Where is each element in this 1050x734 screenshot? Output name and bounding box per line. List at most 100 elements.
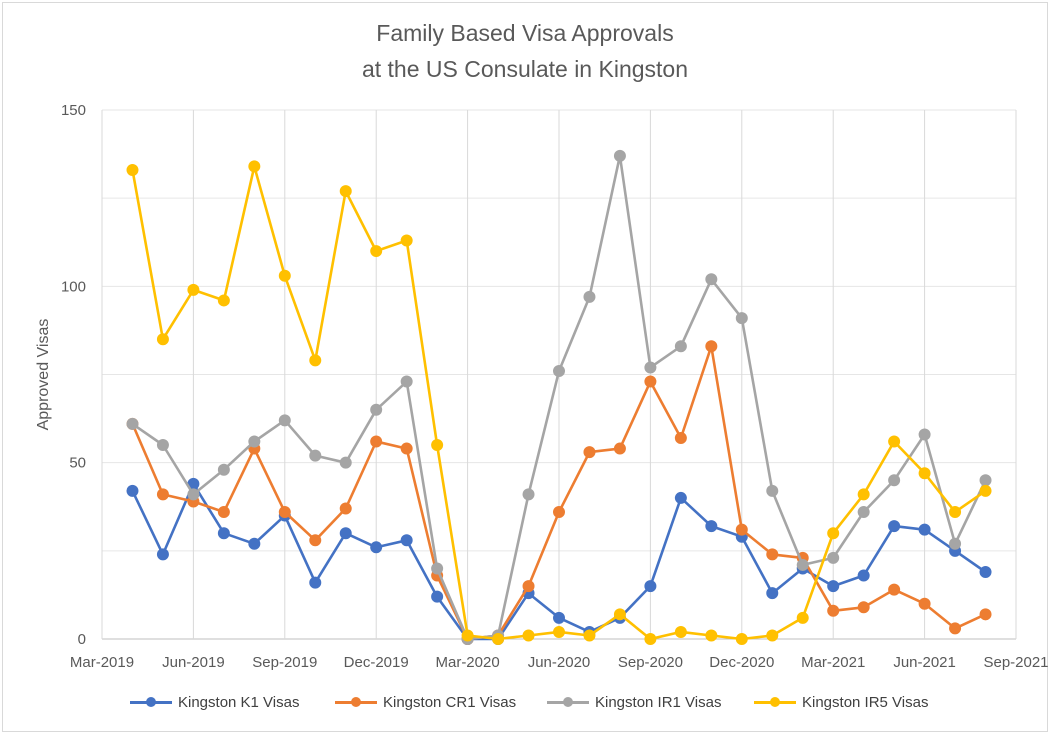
x-tick-label: Jun-2021 — [893, 654, 956, 671]
data-point-series-3 — [553, 364, 565, 377]
data-point-series-1 — [431, 590, 444, 603]
data-point-series-2 — [339, 502, 352, 515]
data-point-series-4 — [248, 160, 261, 173]
legend-label: Kingston K1 Visas — [178, 693, 300, 711]
data-point-series-2 — [370, 435, 383, 448]
data-point-series-4 — [735, 633, 748, 645]
data-point-series-2 — [705, 340, 718, 353]
data-point-series-1 — [339, 527, 352, 540]
data-point-series-2 — [888, 583, 901, 596]
data-point-series-2 — [278, 506, 291, 519]
data-point-series-3 — [522, 488, 535, 501]
data-point-series-3 — [918, 428, 931, 441]
data-point-series-4 — [187, 283, 200, 296]
x-tick-label: Dec-2020 — [709, 654, 774, 671]
data-point-series-3 — [217, 463, 230, 476]
data-point-series-3 — [796, 558, 809, 571]
data-point-series-3 — [248, 435, 261, 448]
data-point-series-3 — [735, 312, 748, 325]
chart-subtitle: at the US Consulate in Kingston — [361, 56, 689, 82]
data-point-series-1 — [370, 541, 383, 554]
data-point-series-4 — [613, 608, 626, 621]
y-tick-label: 50 — [69, 455, 86, 472]
data-point-series-2 — [979, 608, 992, 621]
y-tick-label: 150 — [61, 102, 86, 119]
data-point-series-3 — [156, 439, 169, 452]
legend-label: Kingston IR1 Visas — [595, 693, 722, 711]
data-point-series-3 — [644, 361, 657, 374]
data-point-series-3 — [278, 414, 291, 427]
data-point-series-4 — [949, 506, 962, 519]
data-point-series-2 — [400, 442, 413, 455]
x-tick-label: Mar-2021 — [801, 654, 865, 671]
data-point-series-2 — [674, 431, 687, 444]
data-point-series-4 — [217, 294, 230, 307]
data-point-series-4 — [339, 185, 352, 198]
data-point-series-2 — [644, 375, 657, 388]
legend-item-2: Kingston CR1 Visas — [335, 690, 516, 714]
data-point-series-4 — [431, 439, 444, 452]
data-point-series-3 — [583, 290, 596, 303]
data-point-series-1 — [888, 520, 901, 533]
legend-label: Kingston CR1 Visas — [383, 693, 517, 711]
data-point-series-1 — [827, 580, 840, 593]
x-tick-label: Jun-2020 — [528, 654, 591, 671]
data-point-series-4 — [461, 629, 474, 642]
y-axis-label: Approved Visas — [35, 319, 52, 431]
data-point-series-2 — [827, 604, 840, 617]
legend-swatch — [335, 696, 377, 708]
data-point-series-3 — [979, 474, 992, 487]
data-point-series-4 — [400, 234, 413, 247]
legend-label: Kingston IR5 Visas — [802, 693, 929, 711]
data-point-series-4 — [888, 435, 901, 448]
x-tick-label: Mar-2019 — [70, 654, 134, 671]
legend-swatch — [547, 696, 589, 708]
x-tick-label: Dec-2019 — [344, 654, 409, 671]
data-point-series-2 — [949, 622, 962, 635]
data-point-series-4 — [644, 633, 657, 645]
legend-item-3: Kingston IR1 Visas — [547, 690, 721, 714]
y-tick-label: 0 — [78, 631, 86, 648]
data-point-series-3 — [431, 562, 444, 575]
data-point-series-1 — [217, 527, 230, 540]
data-point-series-4 — [309, 354, 322, 367]
data-point-series-4 — [979, 484, 992, 497]
data-point-series-3 — [187, 488, 200, 501]
data-point-series-4 — [827, 527, 840, 540]
data-point-series-2 — [857, 601, 870, 614]
data-point-series-4 — [766, 629, 779, 642]
data-point-series-1 — [979, 565, 992, 578]
data-point-series-1 — [644, 580, 657, 593]
data-point-series-2 — [613, 442, 626, 455]
data-point-series-1 — [248, 537, 261, 550]
data-point-series-3 — [309, 449, 322, 462]
data-point-series-3 — [888, 474, 901, 487]
data-point-series-3 — [857, 506, 870, 519]
data-point-series-3 — [674, 340, 687, 353]
data-point-series-4 — [674, 625, 687, 638]
data-point-series-1 — [156, 548, 169, 561]
chart-title: Family Based Visa Approvals — [376, 20, 674, 46]
data-point-series-2 — [766, 548, 779, 561]
data-point-series-4 — [918, 467, 931, 480]
data-point-series-4 — [583, 629, 596, 642]
data-point-series-1 — [674, 491, 687, 504]
data-point-series-1 — [705, 520, 718, 533]
data-point-series-1 — [309, 576, 322, 589]
data-point-series-2 — [309, 534, 322, 547]
data-point-series-4 — [705, 629, 718, 642]
data-point-series-4 — [553, 625, 565, 638]
data-point-series-3 — [339, 456, 352, 469]
data-point-series-3 — [400, 375, 413, 388]
data-point-series-2 — [553, 506, 565, 519]
x-tick-label: Sep-2019 — [252, 654, 317, 671]
data-point-series-2 — [735, 523, 748, 536]
data-point-series-1 — [400, 534, 413, 547]
data-point-series-3 — [827, 551, 840, 564]
legend-item-1: Kingston K1 Visas — [130, 690, 299, 714]
data-point-series-4 — [522, 629, 535, 642]
data-point-series-1 — [766, 587, 779, 600]
data-point-series-3 — [370, 403, 383, 416]
